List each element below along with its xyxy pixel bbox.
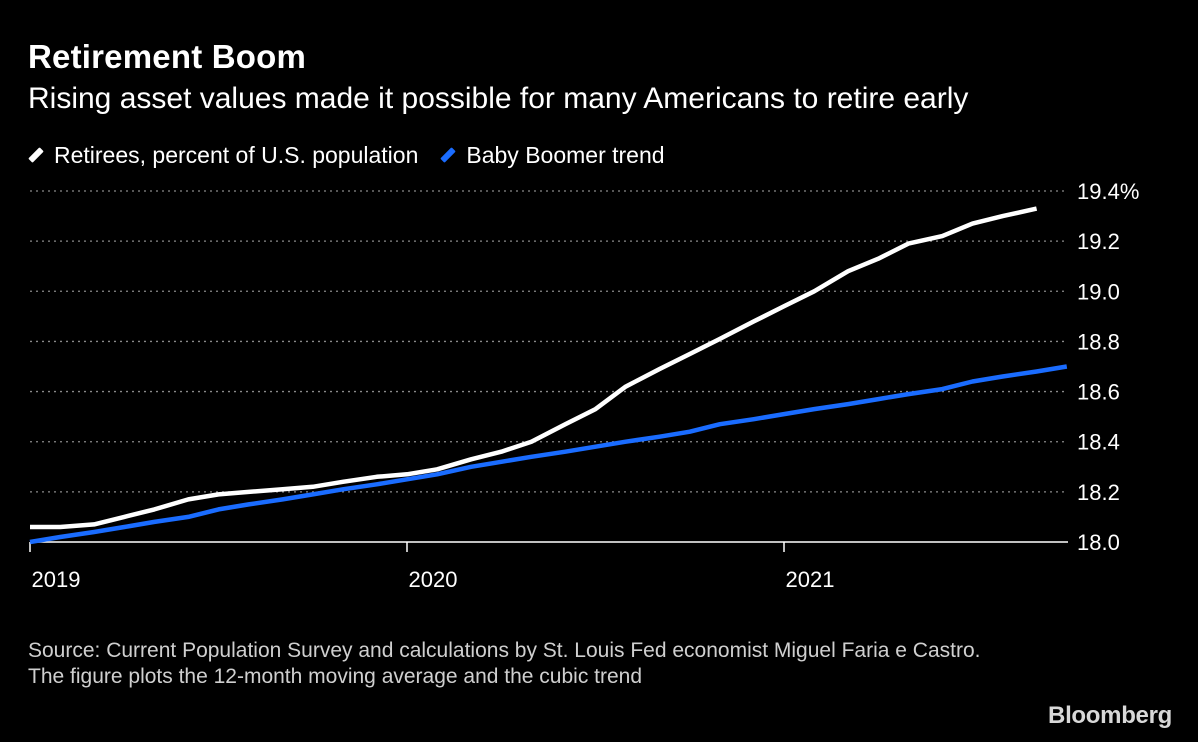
legend-label-trend: Baby Boomer trend <box>466 141 665 168</box>
retirees-line <box>30 206 1038 530</box>
y-tick-label: 19.0 <box>1077 279 1120 304</box>
y-tick-labels: 18.0 18.2 18.4 18.6 18.8 19.0 19.2 19.4% <box>1077 179 1139 555</box>
y-tick-label: 18.0 <box>1077 530 1120 555</box>
legend-item-retirees: Retirees, percent of U.S. population <box>28 142 418 169</box>
legend-swatch-retirees <box>28 147 44 163</box>
y-tick-label: 18.4 <box>1077 430 1120 455</box>
y-tick-label: 19.4% <box>1077 179 1139 204</box>
line-chart: 18.018.218.418.618.819.019.219.4% 2019 20… <box>29 179 1139 592</box>
legend: Retirees, percent of U.S. population Bab… <box>28 140 687 170</box>
legend-label-retirees: Retirees, percent of U.S. population <box>54 141 419 168</box>
legend-item-trend: Baby Boomer trend <box>440 141 665 169</box>
gridlines <box>30 190 1068 493</box>
y-tick-label: 18.2 <box>1077 480 1120 505</box>
x-tick-label: 2021 <box>786 567 835 592</box>
baby-boomer-trend-line <box>29 364 1068 545</box>
chart-title: Retirement Boom <box>28 38 307 75</box>
x-tick-labels: 2019 2020 2021 <box>32 567 835 592</box>
x-tick-label: 2020 <box>409 567 458 592</box>
chart-subtitle: Rising asset values made it possible for… <box>28 82 969 115</box>
bloomberg-logo: Bloomberg <box>1048 702 1172 729</box>
x-tick-label: 2019 <box>32 567 81 592</box>
series-lines <box>29 206 1068 545</box>
axes <box>29 541 1068 552</box>
y-tick-label: 18.8 <box>1077 329 1120 354</box>
source-note: Source: Current Population Survey and ca… <box>28 639 981 688</box>
y-tick-label: 19.2 <box>1077 229 1120 254</box>
y-tick-label: 18.6 <box>1077 380 1120 405</box>
legend-swatch-trend <box>440 147 457 163</box>
